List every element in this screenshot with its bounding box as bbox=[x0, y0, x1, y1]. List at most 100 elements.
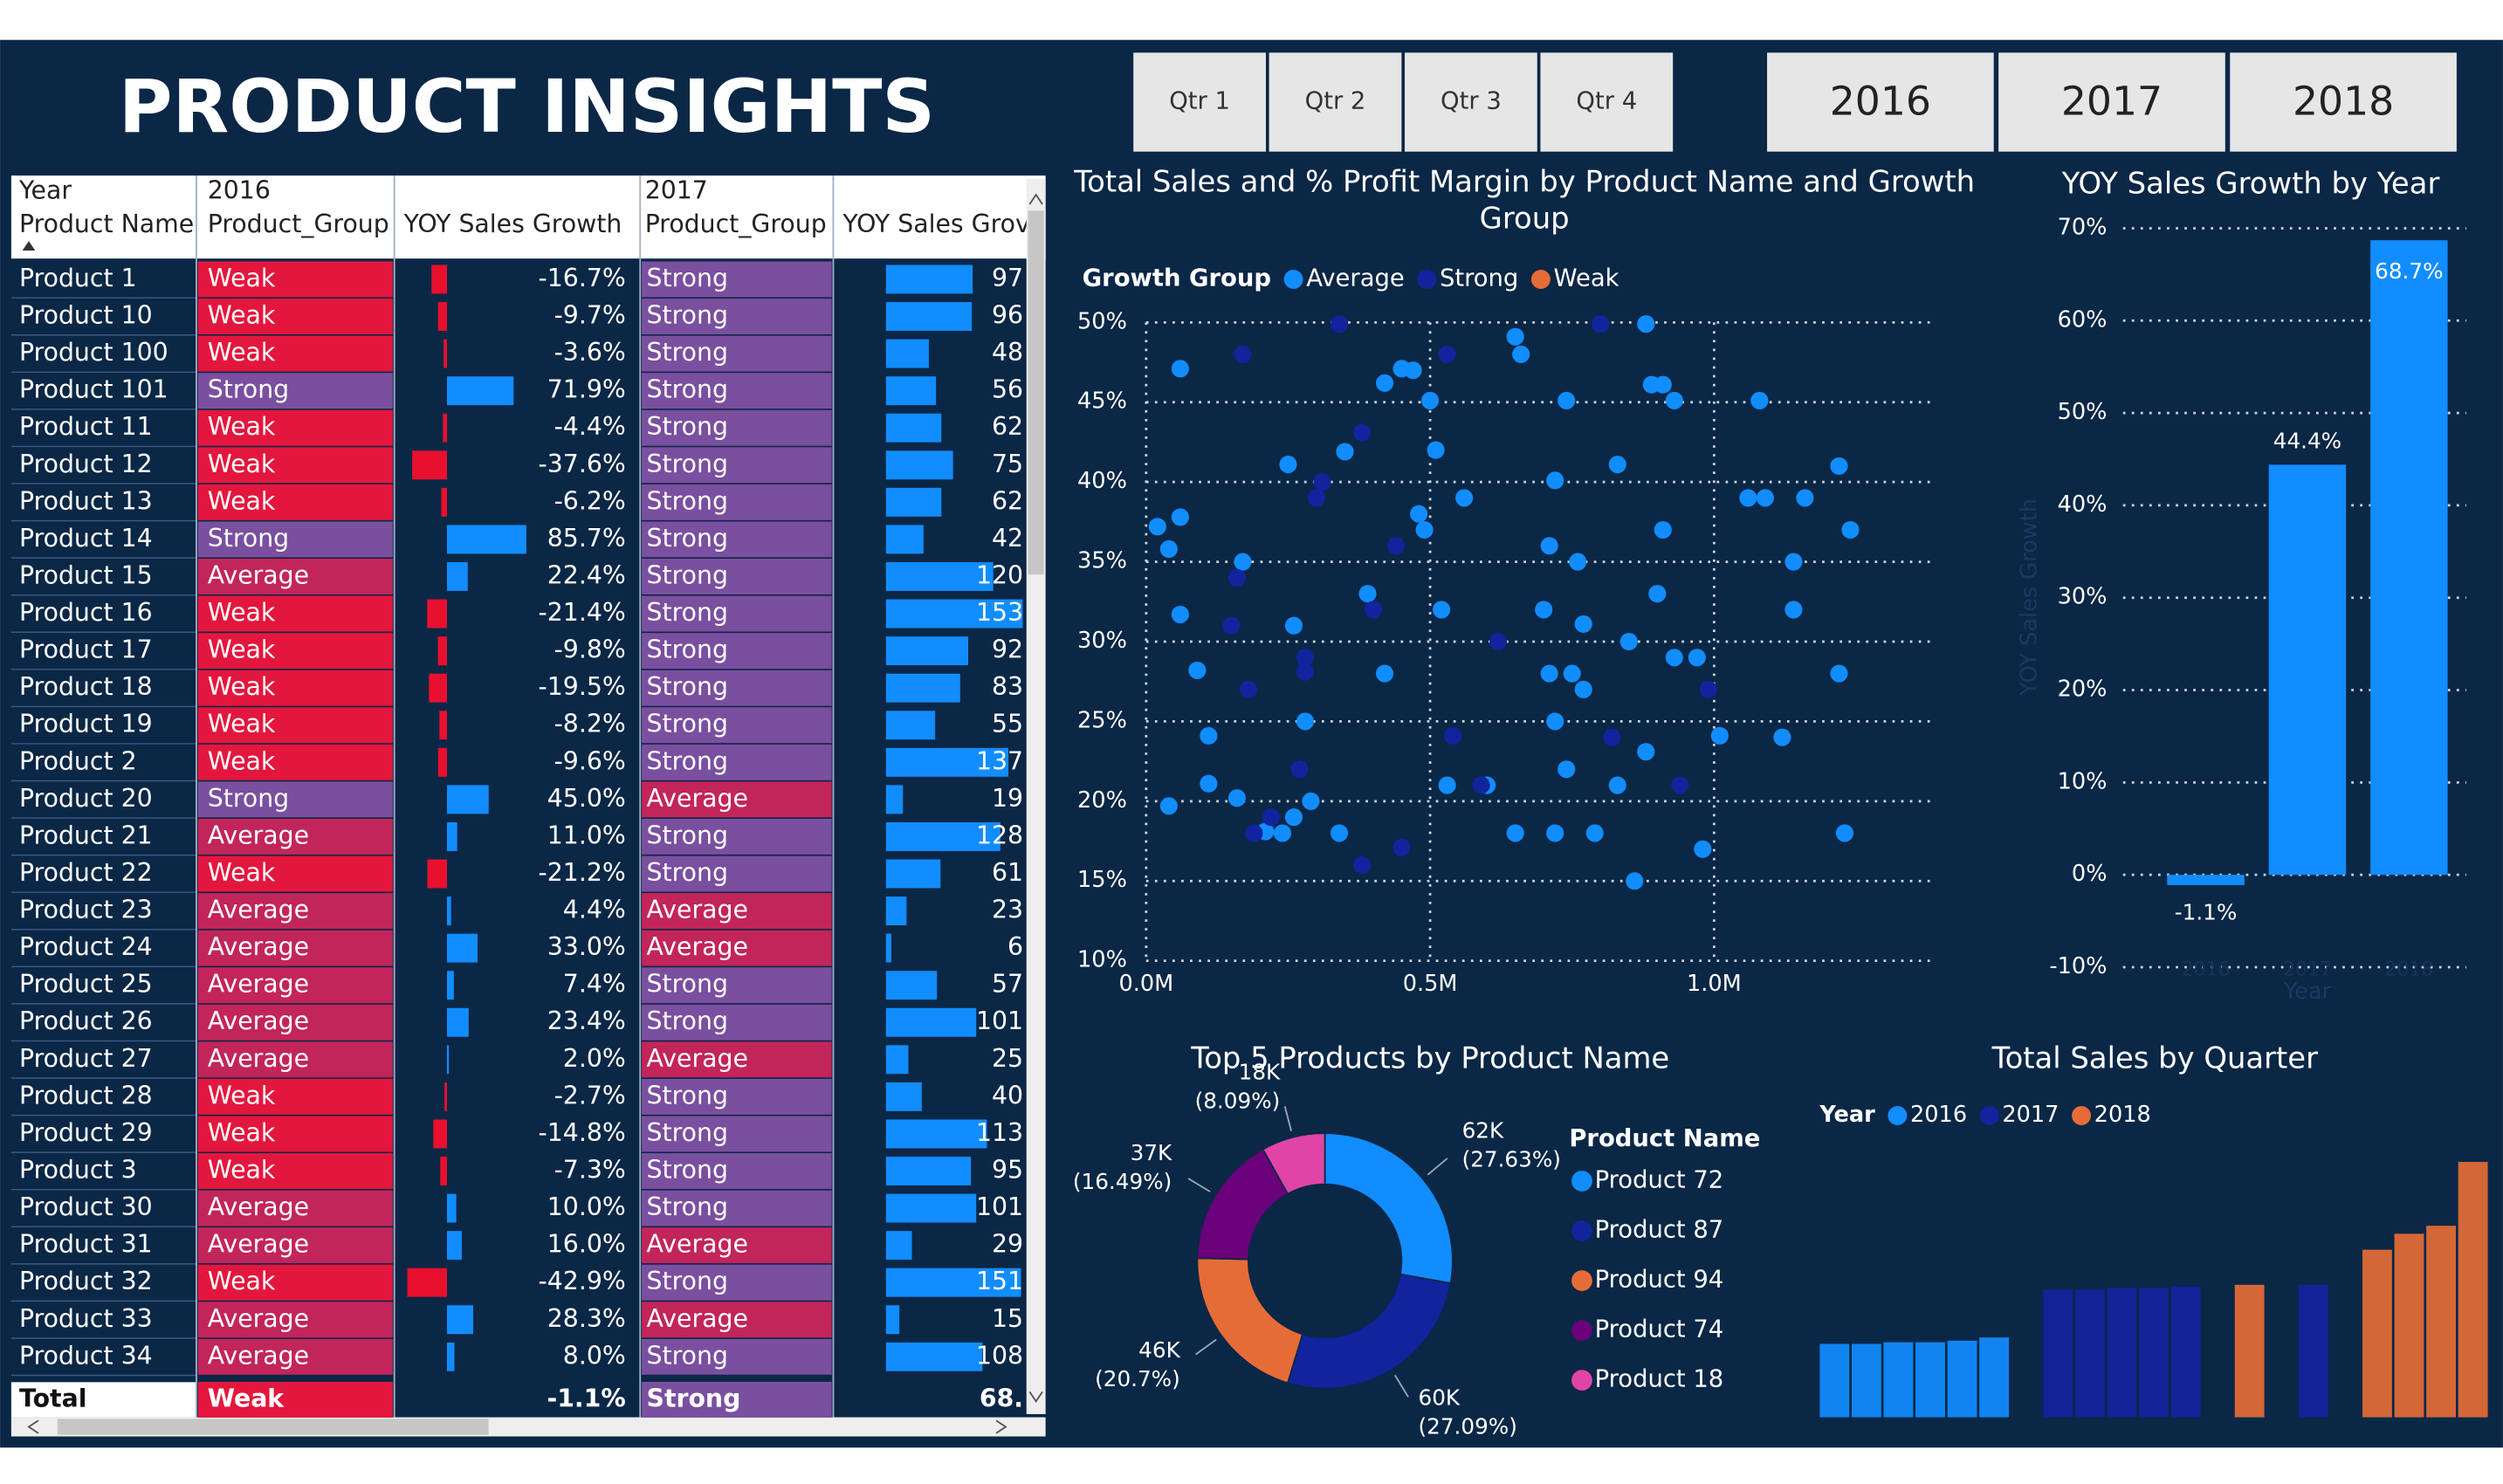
group-text: Weak bbox=[208, 450, 276, 478]
area-band bbox=[1979, 1337, 2010, 1418]
growth-bar bbox=[447, 1045, 450, 1075]
scatter-point bbox=[1784, 601, 1803, 619]
product-name: Product 34 bbox=[19, 1341, 153, 1370]
group-text: Weak bbox=[208, 672, 276, 701]
scatter-point bbox=[1262, 808, 1280, 827]
group-cell bbox=[197, 595, 393, 632]
growth-bar bbox=[437, 636, 448, 666]
growth-text: 8.0% bbox=[563, 1341, 626, 1370]
scatter-point bbox=[1438, 345, 1456, 363]
growth-bar bbox=[447, 1342, 455, 1371]
group-text: Strong bbox=[647, 672, 728, 701]
group-text: Strong bbox=[647, 524, 728, 553]
growth-bar bbox=[427, 599, 448, 629]
year-button[interactable] bbox=[1998, 52, 2225, 152]
group-cell bbox=[642, 1381, 832, 1418]
area-band bbox=[2394, 1233, 2424, 1418]
scroll-right-arrow[interactable] bbox=[995, 1419, 1007, 1434]
scatter-point bbox=[1603, 728, 1621, 746]
group-cell bbox=[642, 373, 832, 409]
growth-bar bbox=[885, 747, 1009, 777]
growth-text: -2.7% bbox=[554, 1081, 626, 1110]
growth-text: 101 bbox=[976, 1007, 1023, 1035]
quarter-label[interactable]: Qtr 1 bbox=[1169, 88, 1230, 115]
group-text: Average bbox=[647, 784, 748, 813]
quarter-button[interactable] bbox=[1540, 52, 1674, 152]
area-band bbox=[2074, 1289, 2105, 1418]
group-cell bbox=[642, 1078, 832, 1115]
quarter-button[interactable] bbox=[1269, 52, 1402, 152]
quarter-label[interactable]: Qtr 4 bbox=[1576, 88, 1637, 115]
legend-marker bbox=[1571, 1370, 1592, 1391]
scatter-point bbox=[1296, 712, 1315, 731]
group-text: Weak bbox=[208, 858, 276, 887]
y-tick-label: 30% bbox=[1077, 628, 1127, 654]
growth-text: 62 bbox=[992, 412, 1023, 441]
y-tick-label: 40% bbox=[1077, 468, 1127, 494]
vertical-scroll-thumb[interactable] bbox=[1028, 210, 1044, 575]
growth-text: 113 bbox=[976, 1118, 1023, 1147]
scatter-point bbox=[1171, 508, 1189, 526]
scroll-left-arrow[interactable] bbox=[27, 1419, 39, 1434]
quarter-button[interactable] bbox=[1405, 52, 1537, 152]
year-label[interactable]: 2018 bbox=[2293, 78, 2394, 124]
growth-bar bbox=[447, 821, 457, 851]
growth-text: 62 bbox=[992, 486, 1023, 515]
scatter-point bbox=[1694, 840, 1712, 858]
year-button[interactable] bbox=[2230, 52, 2457, 152]
scroll-down-arrow[interactable] bbox=[1028, 1391, 1043, 1403]
y-tick-label: 10% bbox=[2058, 768, 2108, 794]
group-text: Average bbox=[208, 1044, 309, 1073]
growth-bar bbox=[885, 562, 994, 591]
horizontal-scroll-thumb[interactable] bbox=[57, 1419, 489, 1435]
year-label[interactable]: 2017 bbox=[2061, 78, 2163, 124]
y-tick-label: 20% bbox=[1077, 787, 1127, 814]
scatter-point bbox=[1489, 632, 1508, 651]
quarter-button[interactable] bbox=[1133, 52, 1266, 152]
growth-bar bbox=[885, 265, 973, 294]
group-cell bbox=[642, 707, 832, 744]
growth-bar bbox=[447, 1193, 457, 1223]
year-button[interactable] bbox=[1767, 52, 1994, 152]
scatter-point bbox=[1540, 664, 1558, 683]
group-cell bbox=[642, 558, 832, 594]
growth-text: -9.8% bbox=[554, 636, 626, 664]
growth-text: 22.4% bbox=[547, 560, 626, 589]
y-tick-label: 45% bbox=[1077, 388, 1127, 415]
scatter-point bbox=[1188, 661, 1207, 679]
growth-text: 23.4% bbox=[547, 1007, 626, 1035]
group-text: Strong bbox=[647, 746, 728, 775]
scatter-point bbox=[1296, 663, 1315, 681]
product-name: Product 2 bbox=[19, 746, 137, 775]
growth-text: 101 bbox=[976, 1192, 1023, 1221]
chart-title: YOY Sales Growth by Year bbox=[2061, 167, 2440, 201]
product-name: Product 21 bbox=[19, 821, 153, 849]
quarter-label[interactable]: Qtr 2 bbox=[1305, 88, 1366, 115]
growth-text: 71.9% bbox=[547, 375, 626, 404]
growth-bar bbox=[885, 1305, 900, 1335]
scatter-point bbox=[1784, 553, 1803, 571]
scatter-point bbox=[1227, 568, 1246, 587]
group-cell bbox=[197, 484, 393, 520]
quarter-label[interactable]: Qtr 3 bbox=[1441, 88, 1502, 115]
data-label: 44.4% bbox=[2273, 429, 2341, 454]
product-name: Product 27 bbox=[19, 1044, 153, 1073]
group-cell bbox=[197, 521, 393, 558]
area-band bbox=[2043, 1289, 2073, 1418]
group-cell bbox=[197, 409, 393, 446]
scroll-up-arrow[interactable] bbox=[1028, 193, 1043, 205]
growth-text: 68. bbox=[980, 1384, 1023, 1412]
scatter-point bbox=[1835, 824, 1854, 842]
scatter-point bbox=[1841, 520, 1860, 539]
area-band bbox=[1915, 1342, 1945, 1418]
scatter-point bbox=[1608, 776, 1626, 794]
year-label[interactable]: 2016 bbox=[1830, 78, 1931, 124]
scatter-title-box: Total Sales and % Profit Margin by Produ… bbox=[1074, 166, 1975, 236]
group-text: Strong bbox=[647, 1384, 741, 1412]
group-text: Weak bbox=[208, 710, 276, 739]
scatter-point bbox=[1569, 553, 1587, 571]
scatter-point bbox=[1234, 553, 1252, 571]
growth-text: -21.4% bbox=[539, 598, 626, 627]
growth-text: -8.2% bbox=[554, 710, 626, 739]
scatter-point bbox=[1284, 808, 1303, 827]
